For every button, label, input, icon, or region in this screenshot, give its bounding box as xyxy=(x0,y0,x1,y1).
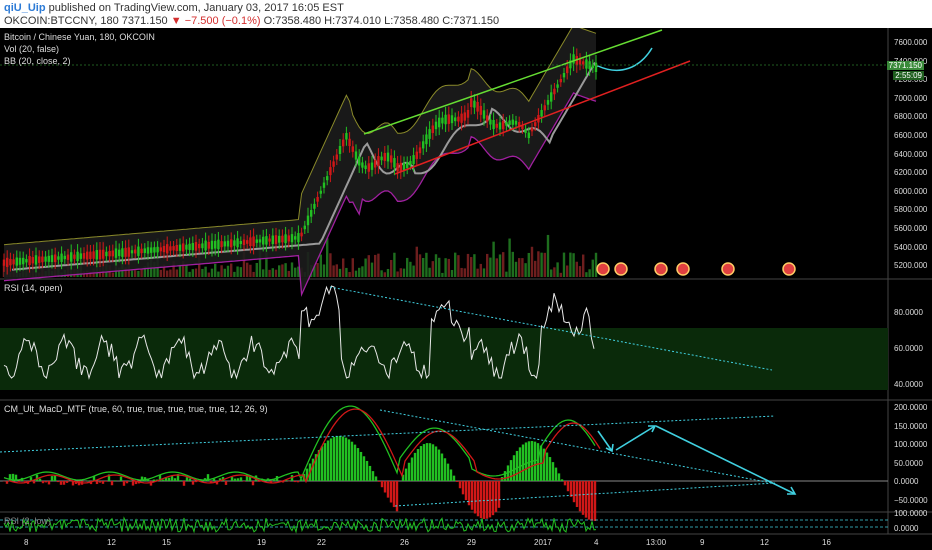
bb-upper-line xyxy=(3,28,597,246)
main-pane-title: Bitcoin / Chinese Yuan, 180, OKCOIN xyxy=(4,32,155,42)
axis-tick-label: 7600.000 xyxy=(894,38,928,47)
axis-tick-label: 100.0000 xyxy=(894,440,928,449)
event-marker-icon[interactable] xyxy=(654,262,668,276)
chart-canvas[interactable] xyxy=(0,28,932,550)
bb-lower-line xyxy=(3,92,597,298)
axis-tick-label: 100.0000 xyxy=(894,509,928,518)
macd-pane-title[interactable]: CM_Ult_MacD_MTF (true, 60, true, true, t… xyxy=(4,404,268,414)
countdown-tag: 2:55:09 xyxy=(893,71,924,80)
upper-channel-line[interactable] xyxy=(363,29,663,135)
bb-fill xyxy=(4,28,596,295)
vol-indicator-label[interactable]: Vol (20, false) xyxy=(4,44,60,54)
axis-tick-label: 5800.000 xyxy=(894,205,928,215)
axis-tick-label: 0.0000 xyxy=(894,524,919,533)
axis-tick-label: 6800.000 xyxy=(894,112,928,122)
publish-header: qiU_Uip published on TradingView.com, Ja… xyxy=(0,0,932,28)
symbol-label: OKCOIN:BTCCNY, 180 xyxy=(4,15,119,27)
axis-tick-label: 50.0000 xyxy=(894,458,923,468)
event-marker-icon[interactable] xyxy=(782,262,796,276)
bb-indicator-label[interactable]: BB (20, close, 2) xyxy=(4,56,71,66)
time-tick-label: 9 xyxy=(700,538,705,547)
rsi-line xyxy=(3,285,595,380)
publish-line: qiU_Uip published on TradingView.com, Ja… xyxy=(4,2,344,14)
macd-line xyxy=(3,405,596,481)
time-tick-label: 12 xyxy=(760,538,769,547)
change-value: −7.500 (−0.1%) xyxy=(184,15,261,27)
axis-tick-label: 6400.000 xyxy=(894,149,928,159)
axis-tick-label: −50.0000 xyxy=(894,495,928,505)
event-marker-icon[interactable] xyxy=(676,262,690,276)
axis-tick-label: 6000.000 xyxy=(894,186,928,196)
projection-path[interactable] xyxy=(597,47,653,71)
macd-trendline-lower[interactable] xyxy=(394,482,776,507)
macd-signal-line xyxy=(8,408,601,484)
axis-tick-label: 6200.000 xyxy=(894,168,928,178)
axis-tick-label: 40.0000 xyxy=(894,380,923,389)
time-tick-label: 8 xyxy=(24,538,29,547)
candlesticks xyxy=(2,46,598,275)
lower-channel-line[interactable] xyxy=(394,60,691,175)
open-value: O:7358.480 xyxy=(263,15,322,27)
rsi-pane-title[interactable]: RSI (14, open) xyxy=(4,283,63,293)
osc-pane-title[interactable]: RSI (2, low) xyxy=(4,516,52,526)
axis-tick-label: 0.0000 xyxy=(894,477,919,486)
author-link[interactable]: qiU_Uip xyxy=(4,2,46,14)
down-arrow-icon: ▼ xyxy=(170,15,182,27)
time-tick-label: 29 xyxy=(467,538,476,547)
time-tick-label: 4 xyxy=(594,538,599,547)
last-price-tag: 7371.150 xyxy=(886,61,924,70)
publish-info: published on TradingView.com, January 03… xyxy=(48,2,344,14)
axis-tick-label: 7000.000 xyxy=(894,93,928,103)
close-value: C:7371.150 xyxy=(442,15,500,27)
time-tick-label: 12 xyxy=(107,538,116,547)
macd-trendline-mid[interactable] xyxy=(379,409,773,484)
macd-histogram xyxy=(2,436,597,521)
axis-tick-label: 200.0000 xyxy=(894,403,928,412)
chart-area[interactable]: Bitcoin / Chinese Yuan, 180, OKCOIN Vol … xyxy=(0,28,932,550)
axis-tick-label: 80.0000 xyxy=(894,308,923,317)
low-value: L:7358.480 xyxy=(384,15,440,27)
macd-trendline-upper[interactable] xyxy=(0,415,776,453)
rsi-trendline[interactable] xyxy=(329,286,773,371)
time-tick-label: 22 xyxy=(317,538,326,547)
last-price: 7371.150 xyxy=(121,15,168,27)
rsi-band xyxy=(0,328,888,390)
axis-tick-label: 5600.000 xyxy=(894,224,928,233)
axis-tick-label: 5200.000 xyxy=(894,261,928,271)
time-tick-label: 13:00 xyxy=(646,538,667,547)
event-marker-icon[interactable] xyxy=(614,262,628,276)
symbol-line: OKCOIN:BTCCNY, 180 7371.150 ▼ −7.500 (−0… xyxy=(4,15,499,27)
axis-tick-label: 150.0000 xyxy=(894,421,928,431)
time-tick-label: 26 xyxy=(400,538,409,547)
event-markers[interactable] xyxy=(596,262,796,276)
time-tick-label: 16 xyxy=(822,538,831,547)
event-marker-icon[interactable] xyxy=(596,262,610,276)
axis-tick-label: 60.0000 xyxy=(894,344,923,353)
time-tick-label: 19 xyxy=(257,538,266,547)
axis-tick-label: 6600.000 xyxy=(894,131,928,140)
high-value: H:7374.010 xyxy=(324,15,382,27)
time-tick-label: 2017 xyxy=(534,538,552,547)
projection-arrows[interactable] xyxy=(597,425,797,495)
event-marker-icon[interactable] xyxy=(721,262,735,276)
time-tick-label: 15 xyxy=(162,538,171,547)
axis-tick-label: 5400.000 xyxy=(894,242,928,252)
osc-line xyxy=(3,516,597,534)
